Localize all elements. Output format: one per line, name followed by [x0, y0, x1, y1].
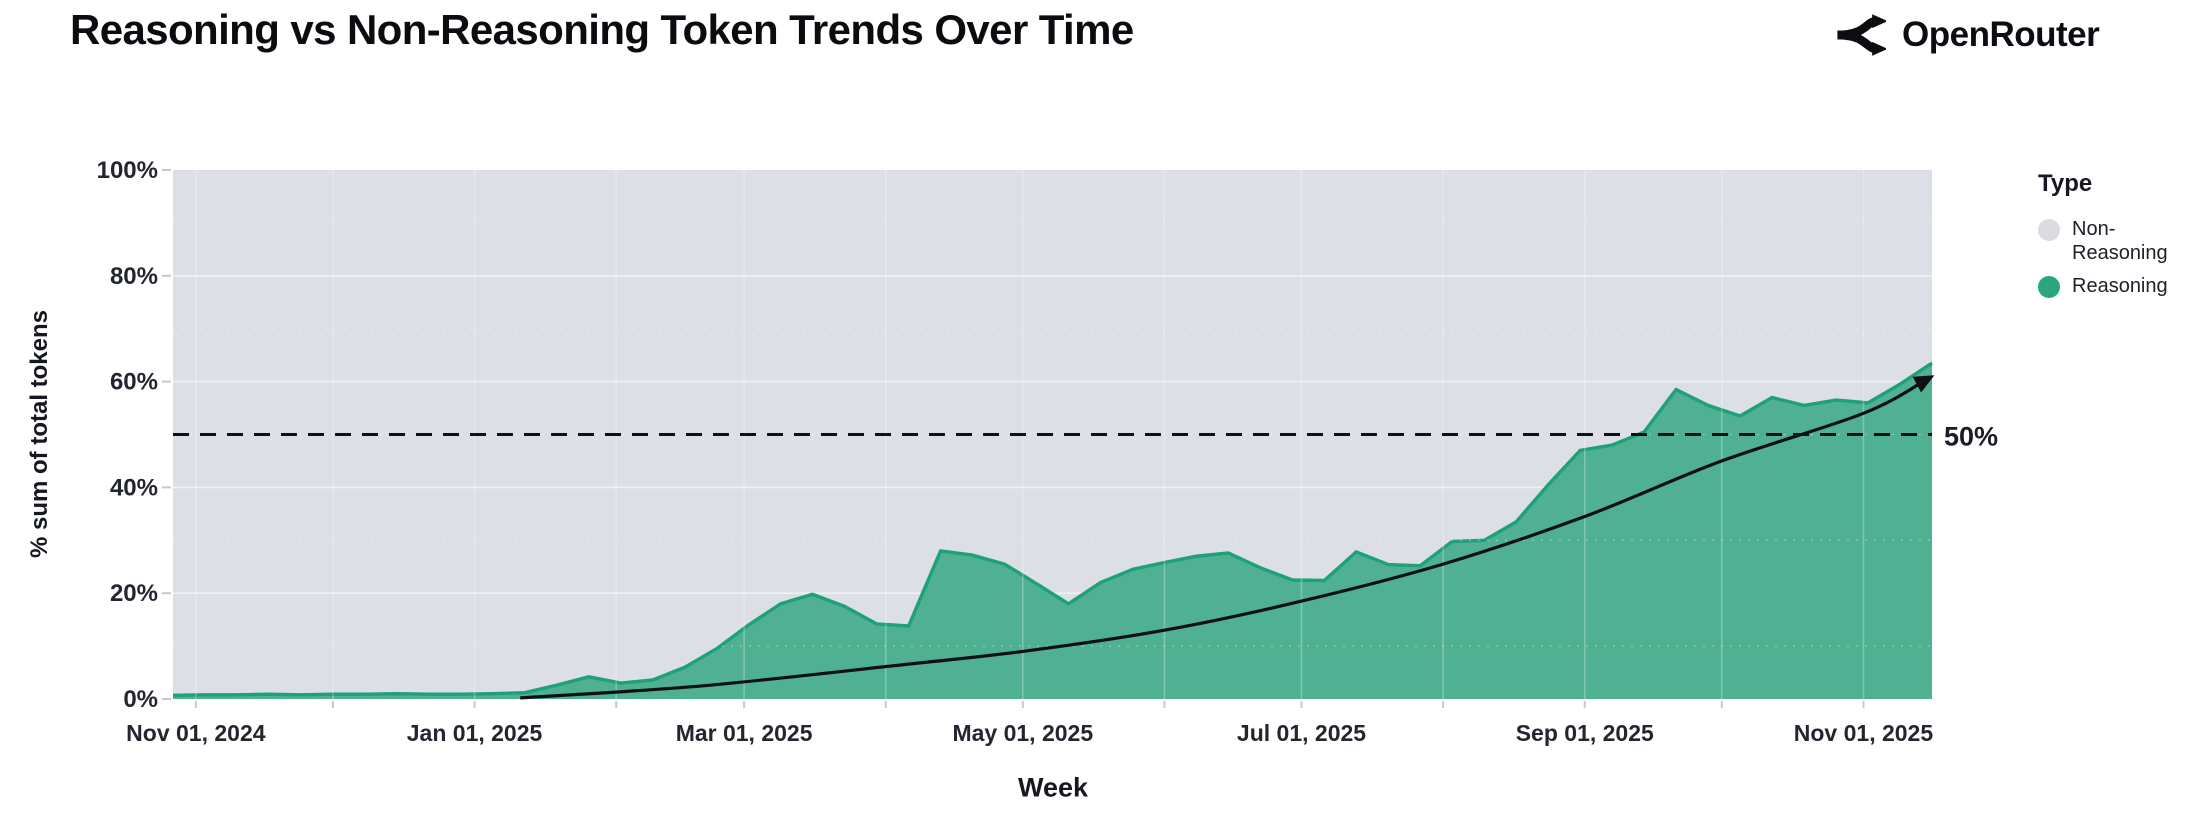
- y-tick-label: 100%: [97, 157, 158, 184]
- legend-label-non-reasoning: Non-Reasoning: [2072, 218, 2168, 264]
- x-tick-label: Nov 01, 2024: [126, 720, 266, 746]
- y-tick-label: 20%: [110, 580, 158, 607]
- reference-line-label: 50%: [1944, 421, 1999, 452]
- legend-label-reasoning: Reasoning: [2072, 275, 2168, 298]
- x-axis-title: Week: [1017, 772, 1089, 803]
- y-tick-label: 80%: [110, 263, 158, 290]
- x-tick-label: Sep 01, 2025: [1516, 720, 1654, 746]
- legend-swatch-non-reasoning: [2038, 219, 2060, 241]
- x-tick-label: May 01, 2025: [952, 720, 1093, 746]
- legend: Type Non-Reasoning Reasoning: [2038, 170, 2198, 309]
- y-tick-label: 60%: [110, 369, 158, 396]
- brand: OpenRouter: [1834, 14, 2100, 56]
- y-axis-title: % sum of total tokens: [26, 309, 53, 559]
- reasoning-area: [173, 363, 1932, 699]
- legend-item-non-reasoning[interactable]: Non-Reasoning: [2038, 218, 2198, 265]
- y-tick-label: 40%: [110, 474, 158, 501]
- legend-title: Type: [2038, 170, 2093, 197]
- x-tick-label: Mar 01, 2025: [676, 720, 813, 746]
- x-tick-label: Jul 01, 2025: [1237, 720, 1366, 746]
- x-tick-label: Jan 01, 2025: [407, 720, 543, 746]
- page-title: Reasoning vs Non-Reasoning Token Trends …: [70, 6, 1134, 53]
- openrouter-logo-icon: [1837, 14, 1886, 56]
- y-tick-label: 0%: [123, 686, 158, 713]
- legend-swatch-reasoning: [2038, 276, 2060, 299]
- brand-name: OpenRouter: [1902, 15, 2100, 54]
- trend-arrow: [520, 375, 1935, 700]
- x-tick-label: Nov 01, 2025: [1794, 720, 1934, 746]
- legend-item-reasoning[interactable]: Reasoning: [2038, 275, 2198, 299]
